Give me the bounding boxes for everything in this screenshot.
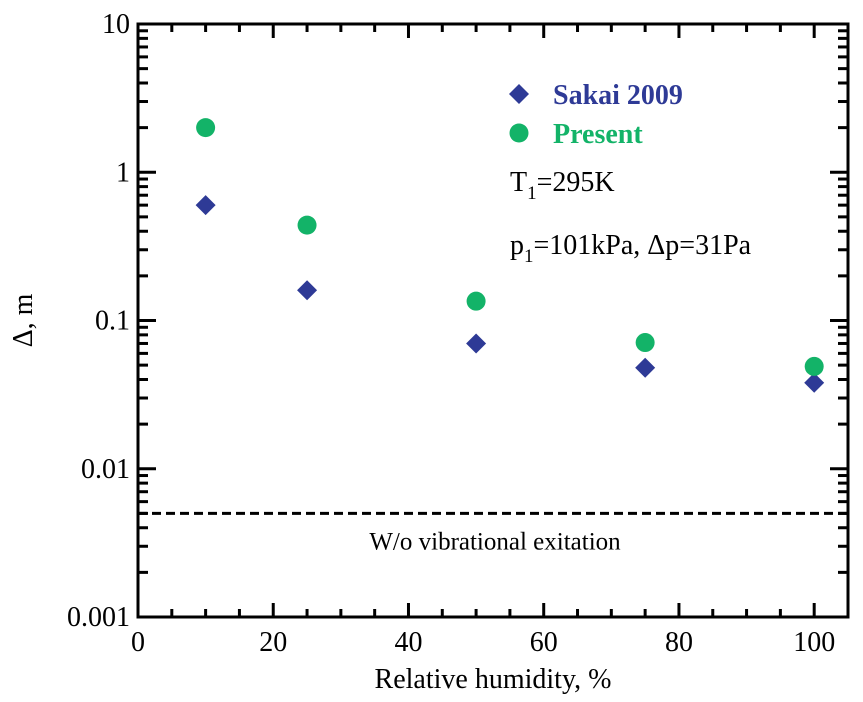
present-point [635,333,655,353]
legend-marker-sakai-2009 [509,84,529,104]
x-tick-label: 100 [793,627,835,658]
pressure-subscript: 1 [524,246,534,267]
sakai-2009-point [195,195,216,216]
temperature-value: =295K [537,167,615,198]
y-axis-label: Δ, m [8,293,39,347]
sakai-2009-point [466,333,487,354]
x-tick-label: 40 [394,627,422,658]
sakai-2009-point [297,280,318,301]
sakai-2009-point [804,372,825,393]
sakai-2009-point [635,357,656,378]
temperature-annotation: T1=295K [510,167,615,204]
pressure-value: =101kPa, Δp=31Pa [534,230,752,261]
x-axis-label: Relative humidity, % [375,664,612,695]
y-tick-label: 0.01 [81,454,130,485]
present-point [804,356,824,376]
legend-marker-present [509,123,529,143]
legend-label-present: Present [553,119,643,150]
pressure-symbol: p [510,230,524,261]
y-tick-label: 10 [102,9,130,40]
reference-line-label: W/o vibrational exitation [369,528,621,555]
y-tick-label: 0.1 [95,306,130,337]
present-point [466,291,486,311]
legend: Sakai 2009 Present [509,80,683,150]
x-tick-label: 60 [530,627,558,658]
data-points [195,118,825,393]
temperature-subscript: 1 [527,183,537,204]
y-tick-label: 1 [116,157,130,188]
pressure-annotation: p1=101kPa, Δp=31Pa [510,230,752,267]
axis-ticks [136,22,848,619]
x-tick-label: 80 [665,627,693,658]
x-tick-label: 0 [131,627,145,658]
x-tick-label: 20 [259,627,287,658]
present-point [196,118,216,138]
y-tick-label: 0.001 [67,602,130,633]
tick-labels: 0 20 40 60 80 100 0.001 0.01 0.1 1 10 [67,9,835,658]
plot-frame [136,22,850,619]
legend-label-sakai-2009: Sakai 2009 [553,80,683,111]
temperature-symbol: T [510,167,527,198]
present-point [297,215,317,235]
